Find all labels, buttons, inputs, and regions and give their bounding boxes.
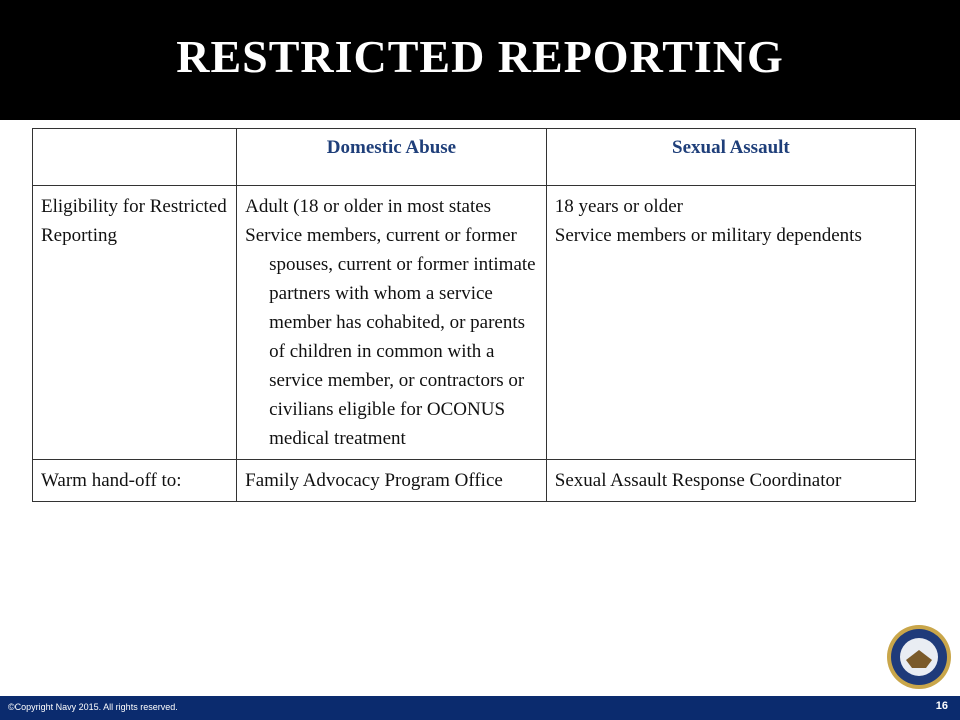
row-label: Eligibility for Restricted Reporting — [31, 185, 238, 460]
table-cell: 18 years or older Service members or mili… — [545, 185, 917, 460]
seal-emblem — [906, 650, 932, 668]
column-header: Domestic Abuse — [236, 128, 547, 186]
table-row: Warm hand-off to: Family Advocacy Program… — [31, 459, 917, 502]
cell-item: Service members, current or former spous… — [245, 225, 536, 449]
footer-bar: ©Copyright Navy 2015. All rights reserve… — [0, 696, 960, 720]
page-number: 16 — [935, 700, 948, 712]
copyright: ©Copyright Navy 2015. All rights reserve… — [8, 702, 178, 712]
table-cell: Family Advocacy Program Office — [236, 459, 547, 502]
title-bar — [0, 0, 960, 120]
cell-item: Family Advocacy Program Office — [245, 470, 503, 491]
cell-item: Adult (18 or older in most states — [245, 196, 492, 217]
header-cell — [31, 128, 238, 186]
cell-item: Sexual Assault Response Coordinator — [554, 470, 842, 491]
cell-item: 18 years or older — [554, 196, 683, 217]
column-header: Sexual Assault — [545, 128, 917, 186]
slide-title: RESTRICTED REPORTING — [176, 31, 784, 82]
table-cell: Sexual Assault Response Coordinator — [545, 459, 917, 502]
comparison-table: Domestic Abuse Sexual Assault Eligibility… — [31, 128, 917, 502]
table-cell: Adult (18 or older in most states Service… — [236, 185, 547, 460]
table-row: Eligibility for Restricted Reporting Adul… — [31, 185, 917, 460]
row-label: Warm hand-off to: — [31, 459, 238, 502]
table-body: Eligibility for Restricted Reporting Adul… — [31, 185, 917, 502]
navy-seal — [887, 625, 951, 689]
header-row: Domestic Abuse Sexual Assault — [31, 128, 917, 186]
cell-item: Service members or military dependents — [554, 225, 862, 246]
